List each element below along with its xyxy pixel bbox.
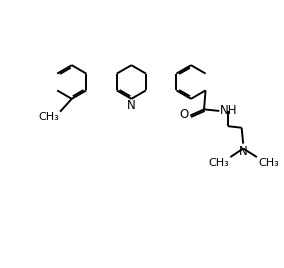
- Text: CH₃: CH₃: [258, 158, 279, 168]
- Text: N: N: [239, 145, 248, 158]
- Text: CH₃: CH₃: [38, 112, 59, 122]
- Text: N: N: [127, 99, 136, 113]
- Text: O: O: [179, 108, 189, 121]
- Text: CH₃: CH₃: [208, 158, 229, 168]
- Text: NH: NH: [220, 105, 238, 117]
